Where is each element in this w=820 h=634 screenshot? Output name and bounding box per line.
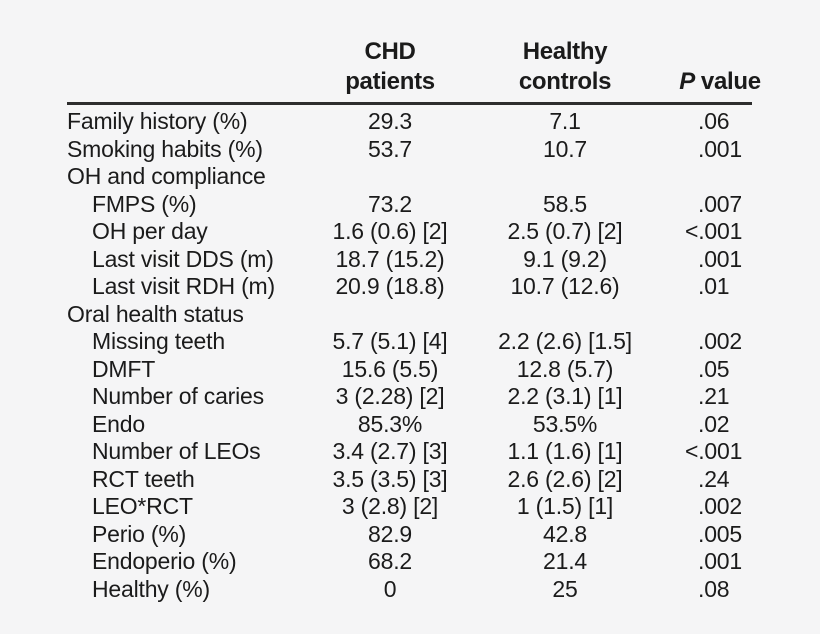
table-row: Last visit RDH (m) 20.9 (18.8) 10.7 (12.6)… — [67, 273, 770, 301]
table-row: Endoperio (%) 68.2 21.4 .001 — [67, 548, 770, 576]
section-header-row: Oral health status — [67, 301, 770, 329]
cell-chd-patients: 5.7 (5.1) [4] — [332, 328, 448, 355]
cell-chd-patients: 1.6 (0.6) [2] — [332, 218, 448, 245]
cell-healthy-controls: 53.5% — [532, 410, 598, 437]
cell-healthy-controls: 58.5 — [543, 190, 587, 217]
cell-healthy-controls: 10.7 (12.6) — [510, 273, 620, 300]
cell-healthy-controls: 42.8 — [543, 520, 587, 547]
row-label: FMPS (%) — [92, 190, 197, 217]
table-row: Last visit DDS (m) 18.7 (15.2) 9.1 (9.2) .0… — [67, 246, 770, 274]
col-header-healthy-line2: controls — [518, 68, 612, 95]
table-row: LEO*RCT 3 (2.8) [2] 1 (1.5) [1] .002 — [67, 493, 770, 521]
cell-healthy-controls: 1 (1.5) [1] — [516, 493, 614, 520]
cell-chd-patients: 29.3 — [368, 108, 412, 135]
row-label: Perio (%) — [92, 520, 187, 547]
cell-p-value: .06 — [698, 108, 730, 135]
row-label: Last visit DDS (m) — [92, 245, 274, 272]
table-row: DMFT 15.6 (5.5) 12.8 (5.7) .05 — [67, 356, 770, 384]
cell-healthy-controls: 2.2 (3.1) [1] — [507, 383, 623, 410]
col-header-chd-patients: CHD patients — [320, 37, 460, 97]
row-label: Number of caries — [92, 383, 264, 410]
cell-healthy-controls: 10.7 — [543, 135, 587, 162]
section-label: Oral health status — [67, 300, 244, 327]
col-header-chd-label: CHD patients — [345, 38, 435, 95]
table-row: Missing teeth 5.7 (5.1) [4] 2.2 (2.6) [1.5… — [67, 328, 770, 356]
cell-chd-patients: 68.2 — [368, 548, 412, 575]
cell-healthy-controls: 25 — [552, 575, 578, 602]
cell-p-value: .08 — [698, 575, 730, 602]
cell-healthy-controls: 2.5 (0.7) [2] — [507, 218, 623, 245]
cell-healthy-controls: 1.1 (1.6) [1] — [507, 438, 623, 465]
cell-chd-patients: 18.7 (15.2) — [335, 245, 445, 272]
cell-chd-patients: 85.3% — [357, 410, 423, 437]
cell-healthy-controls: 9.1 (9.2) — [523, 245, 607, 272]
row-label: DMFT — [92, 355, 156, 382]
cell-chd-patients: 3.4 (2.7) [3] — [332, 438, 448, 465]
cell-chd-patients: 73.2 — [368, 190, 412, 217]
table-row: Healthy (%) 0 25 .08 — [67, 576, 770, 604]
table-row: Perio (%) 82.9 42.8 .005 — [67, 521, 770, 549]
row-label: Missing teeth — [92, 328, 225, 355]
table-row: Number of LEOs 3.4 (2.7) [3] 1.1 (1.6) [1]… — [67, 438, 770, 466]
table-row: Smoking habits (%) 53.7 10.7 .001 — [67, 136, 770, 164]
table-row: Endo 85.3% 53.5% .02 — [67, 411, 770, 439]
row-label: Family history (%) — [67, 108, 248, 135]
row-label: Number of LEOs — [92, 438, 261, 465]
cell-healthy-controls: 7.1 — [549, 108, 581, 135]
row-label: Endoperio (%) — [92, 548, 237, 575]
cell-chd-patients: 53.7 — [368, 135, 412, 162]
cell-healthy-controls: 12.8 (5.7) — [516, 355, 614, 382]
cell-healthy-controls: 2.6 (2.6) [2] — [507, 465, 623, 492]
row-label: Last visit RDH (m) — [92, 273, 275, 300]
cell-p-value: .007 — [698, 190, 742, 217]
row-label: LEO*RCT — [92, 493, 193, 520]
p-value-italic-p: P — [679, 68, 695, 95]
cell-p-value: <.001 — [685, 438, 743, 465]
table-body: Family history (%) 29.3 7.1.06 Smoking habi… — [67, 108, 770, 603]
cell-p-value: .24 — [698, 465, 730, 492]
header-rule — [67, 102, 752, 105]
cell-p-value: .001 — [698, 245, 742, 272]
col-header-healthy-line1: Healthy — [522, 38, 608, 65]
cell-p-value: .21 — [698, 383, 730, 410]
cell-p-value: .002 — [698, 328, 742, 355]
section-header-row: OH and compliance — [67, 163, 770, 191]
table-row: FMPS (%) 73.2 58.5 .007 — [67, 191, 770, 219]
cell-p-value: .001 — [698, 135, 742, 162]
cell-chd-patients: 3 (2.28) [2] — [335, 383, 445, 410]
cell-chd-patients: 20.9 (18.8) — [335, 273, 445, 300]
cell-p-value: .02 — [698, 410, 730, 437]
cell-chd-patients: 82.9 — [368, 520, 412, 547]
cell-p-value: .01 — [698, 273, 730, 300]
row-label: RCT teeth — [92, 465, 195, 492]
table-row: RCT teeth 3.5 (3.5) [3] 2.6 (2.6) [2] .24 — [67, 466, 770, 494]
table-row: OH per day 1.6 (0.6) [2] 2.5 (0.7) [2] <.00… — [67, 218, 770, 246]
cell-chd-patients: 15.6 (5.5) — [341, 355, 439, 382]
cell-healthy-controls: 2.2 (2.6) [1.5] — [498, 328, 632, 355]
cell-chd-patients: 0 — [383, 575, 397, 602]
cell-p-value: .05 — [698, 355, 730, 382]
cell-chd-patients: 3 (2.8) [2] — [341, 493, 439, 520]
row-label: Healthy (%) — [92, 575, 210, 602]
cell-p-value: .001 — [698, 548, 742, 575]
cell-p-value: .005 — [698, 520, 742, 547]
section-label: OH and compliance — [67, 163, 266, 190]
cell-p-value: .002 — [698, 493, 742, 520]
row-label: OH per day — [92, 218, 208, 245]
cell-chd-patients: 3.5 (3.5) [3] — [332, 465, 448, 492]
p-value-rest: value — [700, 68, 761, 95]
table-row: Number of caries 3 (2.28) [2] 2.2 (3.1) [1… — [67, 383, 770, 411]
row-label: Smoking habits (%) — [67, 135, 263, 162]
table-row: Family history (%) 29.3 7.1 .06 — [67, 108, 770, 136]
cell-healthy-controls: 21.4 — [543, 548, 587, 575]
row-label: Endo — [92, 410, 145, 437]
cell-p-value: <.001 — [685, 218, 743, 245]
col-header-healthy-controls: Healthy controls — [460, 37, 670, 97]
